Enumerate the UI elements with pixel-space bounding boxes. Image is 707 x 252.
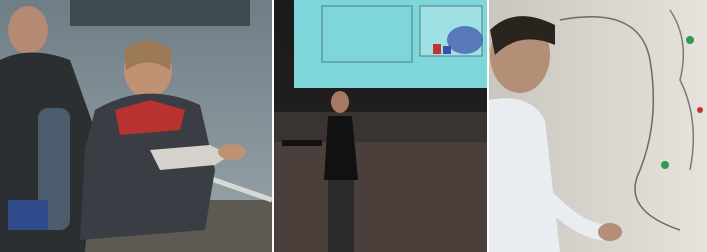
whiteboard-photo <box>489 0 707 252</box>
page: (() => { const data = JSON.parse(documen… <box>0 0 707 252</box>
red-marker-dot <box>697 107 703 113</box>
woman-hand <box>218 144 246 160</box>
green-marker-dot <box>686 36 694 44</box>
slide-bar <box>433 44 441 54</box>
distant-boat <box>70 0 250 26</box>
stage-photo <box>274 0 487 252</box>
slide-bar <box>443 46 451 54</box>
man-head <box>8 6 48 54</box>
slide-scatter <box>447 26 483 54</box>
presenter-top <box>324 116 358 180</box>
boat-photo <box>0 0 272 252</box>
presenter-trousers <box>328 180 354 252</box>
stage-band <box>274 112 487 142</box>
man-hand <box>598 223 622 241</box>
photo-collage <box>0 0 707 252</box>
green-marker-dot <box>661 161 669 169</box>
curtain <box>274 142 487 252</box>
presenter-head <box>331 91 349 113</box>
blue-crate <box>8 200 48 230</box>
lectern <box>282 140 322 146</box>
